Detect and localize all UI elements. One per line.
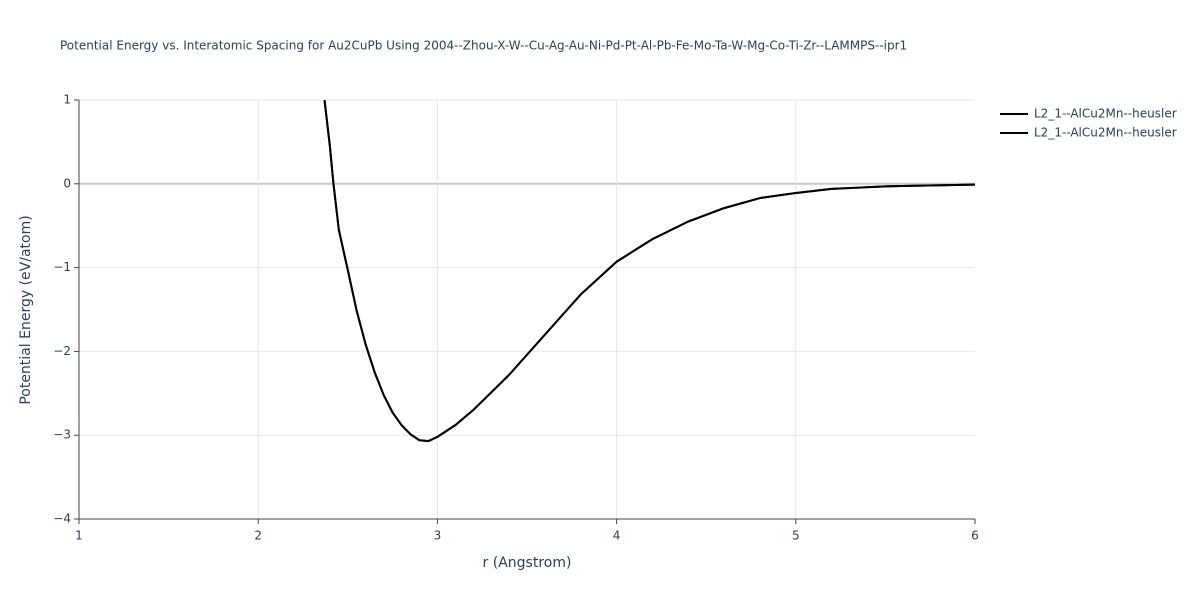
y-tick-label: −1 (53, 260, 71, 274)
y-axis-label: Potential Energy (eV/atom) (18, 215, 34, 404)
x-tick-label: 3 (434, 529, 442, 543)
x-tick-label: 6 (971, 529, 979, 543)
y-tick-label: 0 (63, 176, 71, 190)
legend-label: L2_1--AlCu2Mn--heusler (1034, 107, 1177, 121)
line (323, 100, 975, 443)
y-tick-label: −4 (53, 512, 71, 526)
legend-label: L2_1--AlCu2Mn--heusler (1034, 126, 1177, 140)
y-tick-label: 1 (63, 93, 71, 107)
x-tick-label: 1 (75, 529, 83, 543)
x-tick-label: 4 (613, 529, 621, 543)
chart-title: Potential Energy vs. Interatomic Spacing… (60, 39, 907, 53)
x-tick-label: 2 (254, 529, 262, 543)
x-tick-label: 5 (792, 529, 800, 543)
x-axis-label: r (Angstrom) (483, 555, 572, 571)
line (323, 100, 975, 443)
y-tick-label: −2 (53, 344, 71, 358)
y-tick-label: −3 (53, 428, 71, 442)
